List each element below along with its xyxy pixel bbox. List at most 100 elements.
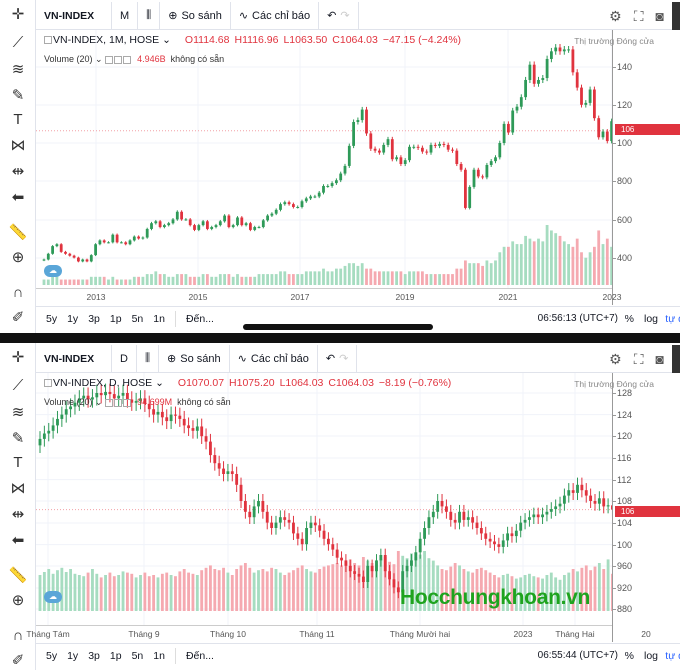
volume-bar [163,274,166,285]
camera-icon[interactable]: ◙ [655,351,664,367]
symbol-legend[interactable]: VN-INDEX, D, HOSE ⌄ O1070.07 H1075.20 L1064… [44,377,456,389]
candle-body [222,468,225,474]
lock-drawing-icon[interactable]: ✐ [11,309,25,326]
range-5y[interactable]: 5y [46,312,58,325]
measure-icon[interactable]: ⇹ [11,163,25,180]
eye-icon[interactable] [105,55,114,64]
redo-icon[interactable]: ↷ [339,353,349,365]
ruler-icon[interactable]: 📏 [8,224,28,241]
log-toggle[interactable]: log [643,649,658,662]
fib-icon[interactable]: ≋ [11,61,25,78]
symbol-search[interactable]: VN-INDEX [36,345,112,372]
redo-icon[interactable]: ↷ [340,10,350,22]
settings-icon[interactable] [114,398,123,407]
collapse-icon[interactable] [44,36,52,45]
camera-icon[interactable]: ◙ [655,8,664,24]
indicators-button[interactable]: ∿ Các chỉ báo [230,345,318,372]
eye-icon[interactable] [105,398,114,407]
auto-toggle[interactable]: tự đ [665,649,680,662]
close-icon[interactable] [123,55,132,64]
candle-body [197,225,201,230]
range-5n[interactable]: 5n [131,649,144,662]
top-toolbar: VN-INDEX D ⫼ ⊕ So sánh ∿ Các chỉ báo ↶ ↷ ⚙ ⛶ ◙ [36,345,680,373]
percent-toggle[interactable]: % [624,649,634,662]
back-arrow-icon[interactable]: ⬅ [11,532,25,549]
price-axis[interactable]: 140 120 100 800 600 400 106 [612,30,680,305]
close-icon[interactable] [123,398,132,407]
interval-button[interactable]: M [112,2,139,29]
range-3p[interactable]: 3p [88,649,100,662]
measure-icon[interactable]: ⇹ [11,506,25,523]
volume-legend[interactable]: Volume (20) ⌄ 4.946B không có sẵn [44,54,224,65]
compare-button[interactable]: ⊕ So sánh [159,345,230,372]
settings-icon[interactable] [114,55,123,64]
candle-body [472,169,476,187]
range-5n[interactable]: 5n [131,312,144,325]
range-1p[interactable]: 1p [109,312,122,325]
range-1y[interactable]: 1y [67,649,79,662]
symbol-search[interactable]: VN-INDEX [36,2,112,29]
panel-edge [672,2,680,30]
settings-gear-icon[interactable]: ⚙ [609,7,622,24]
text-icon[interactable]: T [13,454,23,471]
range-1p[interactable]: 1p [109,649,122,662]
goto-date-button[interactable]: Đến... [185,312,214,325]
brush-icon[interactable]: ✎ [11,430,25,447]
crosshair-icon[interactable]: ✛ [11,6,25,23]
time-axis[interactable]: 2013 2015 2017 2019 2021 2023 [36,288,621,304]
crosshair-icon[interactable]: ✛ [11,349,25,366]
bottom-toolbar: 5y 1y 3p 1p 5n 1n Đến... 06:55:44 (UTC+7)% log tự… [36,643,680,667]
candlestick-chart[interactable] [36,373,612,626]
range-1n[interactable]: 1n [153,312,165,325]
brush-icon[interactable]: ✎ [11,87,25,104]
interval-button[interactable]: D [112,345,137,372]
zoom-in-icon[interactable]: ⊕ [11,592,25,609]
pattern-icon[interactable]: ⋈ [10,137,26,154]
text-icon[interactable]: T [13,111,23,128]
volume-bar [223,274,226,285]
range-1n[interactable]: 1n [153,649,165,662]
time-axis[interactable]: Tháng Tám Tháng 9 Tháng 10 Tháng 11 Tháng Mư… [26,625,651,641]
symbol-legend[interactable]: VN-INDEX, 1M, HOSE ⌄ O1114.68 H1116.96 L106… [44,34,466,46]
magnet-icon[interactable]: ∩ [12,627,24,644]
back-arrow-icon[interactable]: ⬅ [11,189,25,206]
price-axis[interactable]: 128 124 120 116 112 108 104 100 960 920 880 106 [612,373,680,642]
dropdown-caret-icon[interactable]: ⌄ [92,397,106,407]
dropdown-caret-icon[interactable]: ⌄ [159,34,171,46]
candle-body [418,538,422,553]
lock-drawing-icon[interactable]: ✐ [11,652,25,669]
fullscreen-icon[interactable]: ⛶ [633,7,644,24]
volume-bar [169,575,173,611]
fullscreen-icon[interactable]: ⛶ [633,350,644,367]
chart-type-candles-icon[interactable]: ⫼ [137,345,160,372]
volume-bar [436,565,440,611]
volume-legend[interactable]: Volume (20) ⌄ 94.699M không có sẵn [44,397,231,408]
collapse-icon[interactable] [44,379,52,388]
magnet-icon[interactable]: ∩ [12,284,24,301]
auto-toggle[interactable]: tự đ [665,312,680,325]
pattern-icon[interactable]: ⋈ [10,480,26,497]
compare-button[interactable]: ⊕ So sánh [160,2,231,29]
indicators-button[interactable]: ∿ Các chỉ báo [231,2,320,29]
fib-icon[interactable]: ≋ [11,404,25,421]
cloud-icon[interactable]: ☁ [44,265,62,277]
range-1y[interactable]: 1y [67,312,79,325]
range-5y[interactable]: 5y [46,649,58,662]
percent-toggle[interactable]: % [624,312,634,325]
dropdown-caret-icon[interactable]: ⌄ [92,54,106,64]
undo-icon[interactable]: ↶ [327,10,337,22]
settings-gear-icon[interactable]: ⚙ [609,350,622,367]
ruler-icon[interactable]: 📏 [8,567,28,584]
cloud-icon[interactable]: ☁ [44,591,62,603]
trendline-icon[interactable]: ⟋ [12,377,24,394]
time-tick: Tháng Mười hai [389,629,451,639]
dropdown-caret-icon[interactable]: ⌄ [152,377,164,389]
log-toggle[interactable]: log [643,312,658,325]
zoom-in-icon[interactable]: ⊕ [11,249,25,266]
goto-date-button[interactable]: Đến... [185,649,214,662]
candlestick-chart[interactable] [36,30,612,289]
chart-type-candles-icon[interactable]: ⫼ [138,2,161,29]
undo-icon[interactable]: ↶ [325,353,336,365]
trendline-icon[interactable]: ⟋ [12,34,24,51]
range-3p[interactable]: 3p [88,312,100,325]
